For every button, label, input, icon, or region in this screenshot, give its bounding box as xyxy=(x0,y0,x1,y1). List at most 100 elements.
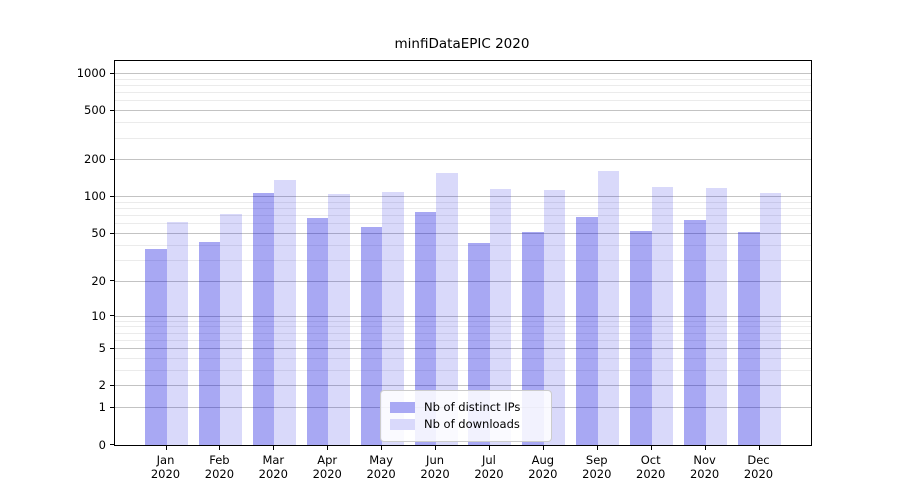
y-tick-label-1: 1 xyxy=(98,400,106,415)
legend-entry-distinct-ips: Nb of distinct IPs xyxy=(390,400,542,414)
y-tick-mark-1000 xyxy=(110,72,114,74)
gridline-200 xyxy=(115,159,811,161)
gridline-9 xyxy=(115,320,811,322)
y-tick-label-2: 2 xyxy=(98,378,106,393)
y-tick-label-50: 50 xyxy=(91,226,106,241)
gridline-300 xyxy=(115,137,811,139)
bar-distinct-ips-feb xyxy=(198,241,221,445)
bar-downloads-jul xyxy=(489,188,512,445)
y-tick-label-100: 100 xyxy=(84,189,106,204)
x-tick-label-oct: Oct 2020 xyxy=(636,453,666,481)
gridline-5 xyxy=(115,348,811,350)
x-tick-label-feb: Feb 2020 xyxy=(204,453,235,481)
bar-downloads-jun xyxy=(436,172,458,445)
x-tick-mark-feb xyxy=(219,446,221,450)
gridline-3 xyxy=(115,369,811,371)
x-tick-mark-sep xyxy=(596,446,598,450)
x-tick-mark-dec xyxy=(758,446,760,450)
x-tick-mark-mar xyxy=(273,446,275,450)
legend-label-distinct-ips: Nb of distinct IPs xyxy=(424,400,521,414)
gridline-100 xyxy=(115,196,811,198)
x-tick-mark-oct xyxy=(650,446,652,450)
bar-distinct-ips-may xyxy=(360,226,383,445)
bar-downloads-feb xyxy=(220,213,242,445)
y-tick-label-200: 200 xyxy=(84,152,106,167)
y-tick-mark-1 xyxy=(110,406,114,408)
bar-distinct-ips-jun xyxy=(414,212,437,445)
bar-distinct-ips-nov xyxy=(684,219,706,445)
y-tick-mark-5 xyxy=(110,347,114,349)
y-tick-mark-200 xyxy=(110,158,114,160)
y-tick-mark-20 xyxy=(110,280,114,282)
bar-downloads-apr xyxy=(328,194,350,445)
gridline-70 xyxy=(115,215,811,217)
legend-swatch-downloads xyxy=(390,418,415,430)
bar-distinct-ips-sep xyxy=(576,217,598,445)
x-tick-mark-nov xyxy=(704,446,706,450)
x-tick-label-jan: Jan 2020 xyxy=(150,453,181,481)
gridline-10 xyxy=(115,315,811,317)
legend: Nb of distinct IPs Nb of downloads xyxy=(380,390,552,442)
gridline-8 xyxy=(115,326,811,328)
legend-entry-downloads: Nb of downloads xyxy=(390,417,542,431)
gridline-20 xyxy=(115,280,811,282)
y-tick-mark-10 xyxy=(110,315,114,317)
gridline-60 xyxy=(115,223,811,225)
gridline-1000 xyxy=(115,73,811,75)
gridline-6 xyxy=(115,339,811,341)
legend-swatch-distinct-ips xyxy=(390,401,415,413)
bar-downloads-may xyxy=(382,191,404,445)
bar-downloads-aug xyxy=(543,189,566,445)
bar-distinct-ips-jan xyxy=(145,249,167,445)
plot-area: Nb of distinct IPs Nb of downloads xyxy=(114,60,812,446)
gridline-7 xyxy=(115,332,811,334)
y-tick-mark-50 xyxy=(110,232,114,234)
x-tick-mark-jan xyxy=(165,446,167,450)
x-tick-label-mar: Mar 2020 xyxy=(258,453,288,481)
y-tick-label-500: 500 xyxy=(84,103,106,118)
bar-downloads-oct xyxy=(651,187,674,445)
x-tick-label-apr: Apr 2020 xyxy=(312,453,342,481)
x-tick-mark-jun xyxy=(435,446,437,450)
x-tick-label-aug: Aug 2020 xyxy=(528,453,558,481)
gridline-500 xyxy=(115,110,811,112)
y-tick-label-1000: 1000 xyxy=(76,66,106,81)
x-tick-label-jun: Jun 2020 xyxy=(420,453,450,481)
x-tick-label-nov: Nov 2020 xyxy=(689,453,720,481)
x-tick-label-sep: Sep 2020 xyxy=(582,453,612,481)
x-tick-label-may: May 2020 xyxy=(366,453,396,481)
gridline-700 xyxy=(115,92,811,94)
y-tick-label-5: 5 xyxy=(98,341,106,356)
gridline-90 xyxy=(115,201,811,203)
chart-title: minfiDataEPIC 2020 xyxy=(394,36,530,52)
gridline-2 xyxy=(115,385,811,387)
bar-downloads-jan xyxy=(166,222,188,445)
gridline-30 xyxy=(115,259,811,261)
bar-downloads-dec xyxy=(759,193,781,445)
bar-downloads-nov xyxy=(705,188,728,445)
gridline-600 xyxy=(115,100,811,102)
gridline-900 xyxy=(115,78,811,80)
y-tick-label-20: 20 xyxy=(91,273,106,288)
x-tick-label-jul: Jul 2020 xyxy=(474,453,504,481)
gridline-800 xyxy=(115,85,811,87)
bar-downloads-sep xyxy=(597,170,620,445)
gridline-4 xyxy=(115,357,811,359)
bar-distinct-ips-mar xyxy=(252,193,275,445)
y-tick-mark-500 xyxy=(110,109,114,111)
y-tick-label-0: 0 xyxy=(98,437,106,452)
bar-distinct-ips-oct xyxy=(630,230,652,445)
x-tick-label-dec: Dec 2020 xyxy=(743,453,774,481)
x-tick-mark-jul xyxy=(488,446,490,450)
x-tick-mark-may xyxy=(381,446,383,450)
gridline-400 xyxy=(115,122,811,124)
y-tick-label-10: 10 xyxy=(91,308,106,323)
x-tick-mark-apr xyxy=(327,446,329,450)
bar-distinct-ips-apr xyxy=(306,218,329,445)
legend-label-downloads: Nb of downloads xyxy=(424,417,520,431)
gridline-80 xyxy=(115,208,811,210)
bar-distinct-ips-dec xyxy=(738,231,760,445)
y-tick-mark-2 xyxy=(110,384,114,386)
gridline-40 xyxy=(115,244,811,246)
